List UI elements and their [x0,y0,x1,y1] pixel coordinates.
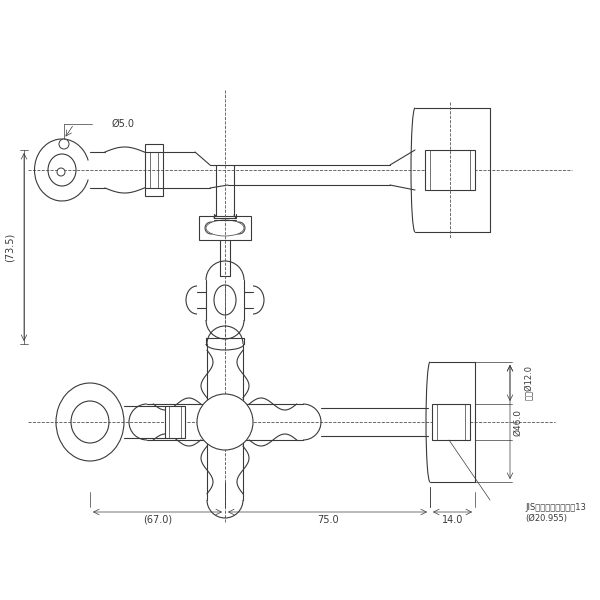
Bar [145,188,163,196]
Circle shape [219,222,231,234]
Text: JIS給水栓取付ねじ＀13: JIS給水栓取付ねじ＀13 [525,503,586,511]
Circle shape [59,139,69,149]
Bar [165,406,185,438]
Circle shape [197,394,253,450]
Circle shape [205,222,217,234]
Text: 14.0: 14.0 [442,515,463,525]
Ellipse shape [214,285,236,315]
Text: Ø46.0: Ø46.0 [514,409,523,436]
Text: (73.5): (73.5) [5,232,15,262]
Bar [425,150,475,190]
Text: 75.0: 75.0 [317,515,338,525]
Circle shape [233,222,245,234]
Text: 外径Ø12.0: 外径Ø12.0 [523,365,533,401]
Ellipse shape [206,220,244,236]
Text: (Ø20.955): (Ø20.955) [525,514,567,523]
Text: (67.0): (67.0) [143,515,172,525]
Circle shape [57,168,65,176]
Bar [145,144,163,152]
Circle shape [203,400,247,444]
Bar [199,216,251,240]
Bar [432,404,470,440]
Text: Ø5.0: Ø5.0 [112,119,135,129]
